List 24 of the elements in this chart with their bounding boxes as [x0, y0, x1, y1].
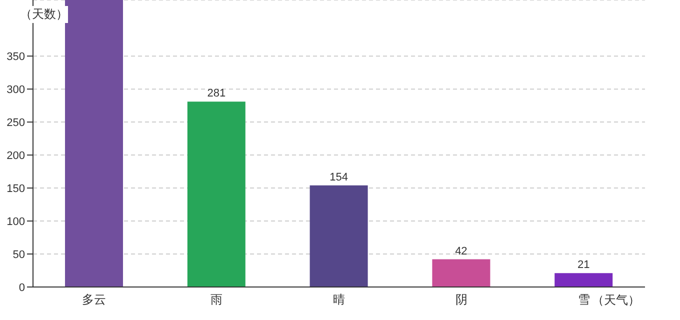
y-tick-label: 200 [6, 150, 25, 162]
data-label: 281 [207, 88, 226, 100]
bar [310, 185, 368, 287]
x-tick-label: 雪 [578, 292, 590, 307]
y-tick-label: 150 [6, 182, 25, 195]
x-tick-label: 多云 [82, 292, 106, 307]
data-label: 154 [330, 171, 348, 184]
y-tick-label: 250 [6, 116, 25, 129]
y-tick-label: 50 [12, 248, 25, 261]
bar [187, 102, 246, 287]
bar [65, 0, 123, 287]
bar [554, 273, 613, 287]
data-label: 21 [577, 259, 590, 272]
data-label: 42 [455, 245, 468, 258]
y-axis-title: （天数） [20, 6, 68, 23]
y-tick-label: 350 [6, 50, 25, 63]
y-tick-label: 0 [18, 282, 25, 294]
x-tick-label: 阴 [455, 292, 468, 307]
y-tick-label: 100 [6, 216, 25, 228]
bar [432, 259, 490, 287]
x-tick-label: 晴 [333, 292, 345, 307]
y-tick-label: 300 [6, 84, 25, 96]
x-tick-label: 雨 [210, 292, 223, 307]
x-axis-title: （天气） [592, 292, 640, 309]
